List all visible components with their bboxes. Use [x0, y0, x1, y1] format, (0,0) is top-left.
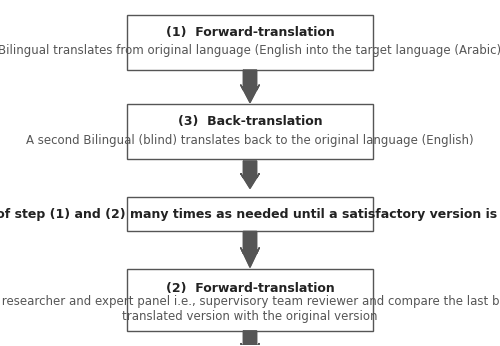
- Polygon shape: [240, 331, 260, 346]
- FancyBboxPatch shape: [126, 197, 374, 231]
- Text: (2)  Forward-translation: (2) Forward-translation: [166, 282, 334, 295]
- Polygon shape: [240, 231, 260, 267]
- Text: (1)  Forward-translation: (1) Forward-translation: [166, 26, 334, 39]
- Text: The researcher and expert panel i.e., supervisory team reviewer and compare the : The researcher and expert panel i.e., su…: [0, 295, 500, 323]
- Text: (3)  Back-translation: (3) Back-translation: [178, 116, 322, 128]
- Text: Repeat of step (1) and (2) many times as needed until a satisfactory version is : Repeat of step (1) and (2) many times as…: [0, 208, 500, 221]
- FancyBboxPatch shape: [126, 15, 374, 70]
- FancyBboxPatch shape: [126, 104, 374, 159]
- Polygon shape: [240, 161, 260, 189]
- Text: A second Bilingual (blind) translates back to the original language (English): A second Bilingual (blind) translates ba…: [26, 134, 474, 147]
- Text: Bilingual translates from original language (English into the target language (A: Bilingual translates from original langu…: [0, 44, 500, 57]
- FancyBboxPatch shape: [126, 269, 374, 331]
- Polygon shape: [240, 70, 260, 103]
